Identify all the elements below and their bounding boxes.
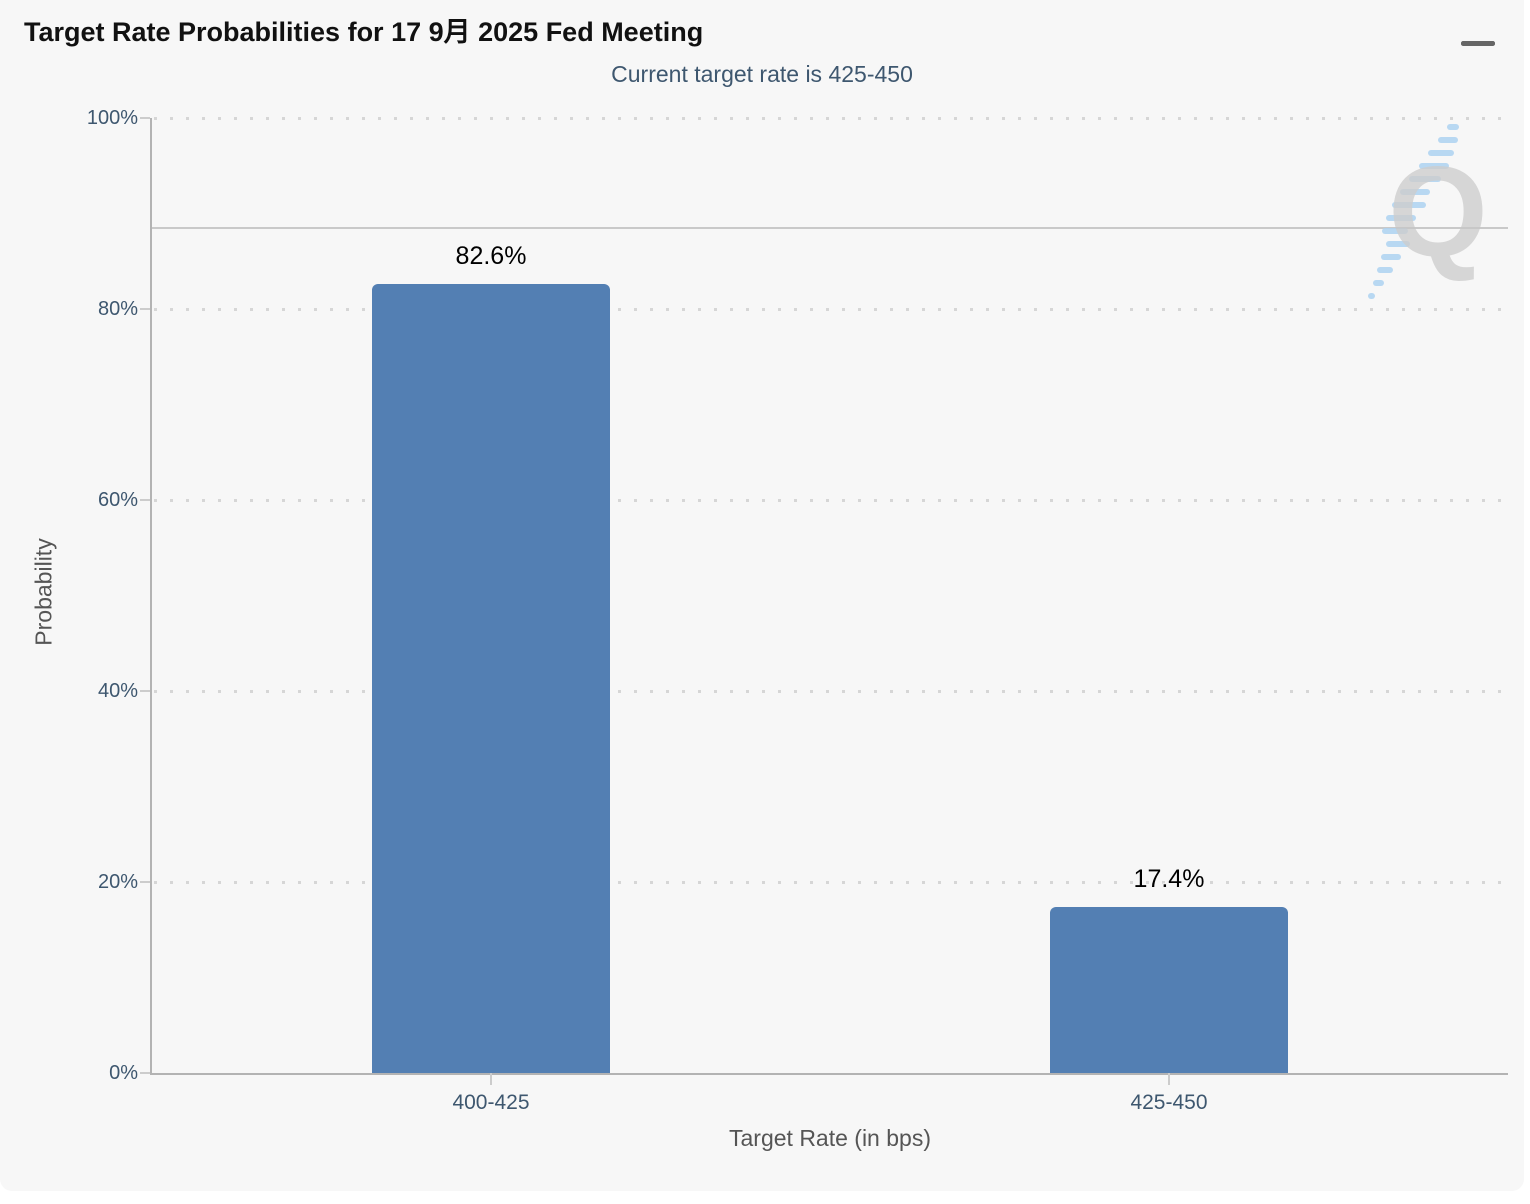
y-axis-tick [140,1072,150,1074]
quikstrike-watermark-icon: Q [1368,124,1488,299]
y-axis-tick [140,308,150,310]
reference-line [152,226,1508,229]
x-axis-label: 400-425 [452,1091,530,1114]
gridline [154,881,1508,884]
y-axis-title: Probability [30,538,57,646]
y-axis-label: 0% [109,1062,138,1084]
plot-area: Q Target Rate (in bps) 0% 20% 40% 60% 80% 100… [87,107,1508,1151]
gridline [154,308,1508,311]
x-axis-label: 425-450 [1130,1091,1208,1114]
gridline [154,117,1508,120]
gridline [154,499,1508,502]
y-axis-label: 40% [97,680,138,702]
gridline [154,690,1508,693]
x-axis-tick [1168,1073,1170,1085]
bar[interactable] [372,284,610,1073]
y-axis-tick [140,499,150,501]
y-axis-label: 80% [97,298,138,320]
x-axis-title: Target Rate (in bps) [729,1125,931,1151]
y-axis-tick [140,690,150,692]
bar[interactable] [1050,906,1288,1073]
watermark-letter: Q [1388,141,1488,284]
y-axis-label: 60% [97,489,138,511]
y-axis-tick [140,117,150,119]
y-axis-label: 20% [97,871,138,893]
bar-value-label: 17.4% [1133,864,1205,893]
x-axis-tick [490,1073,492,1085]
chart-menu-button[interactable] [1461,18,1497,52]
chart-title: Target Rate Probabilities for 17 9月 2025… [24,17,704,47]
y-axis-label: 100% [86,107,138,129]
chart-subtitle: Current target rate is 425-450 [611,61,913,87]
bar-value-label: 82.6% [455,242,527,271]
y-axis-tick [140,881,150,883]
